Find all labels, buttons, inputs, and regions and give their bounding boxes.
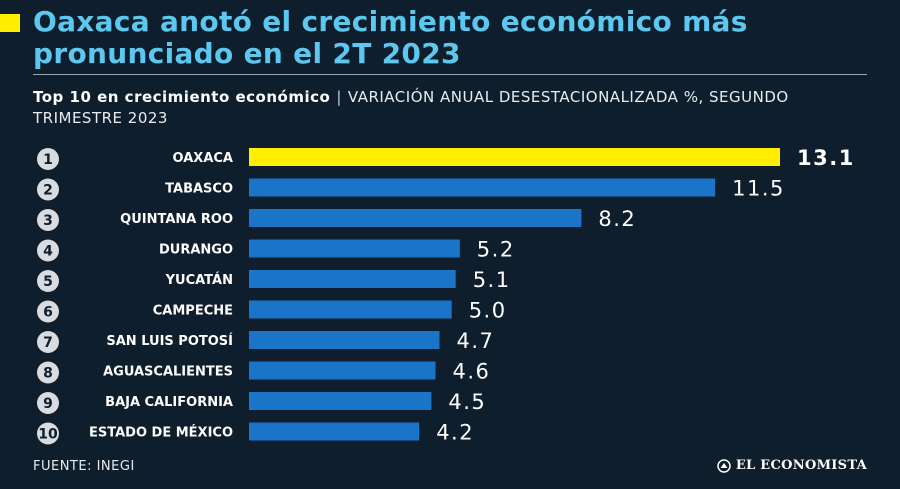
bar bbox=[249, 422, 420, 441]
rank-badge bbox=[37, 392, 59, 414]
rank-badge bbox=[37, 209, 59, 231]
headline-accent-bar bbox=[0, 14, 20, 32]
value-label: 5.1 bbox=[473, 268, 511, 292]
rank-badge bbox=[37, 300, 59, 323]
brand-name: EL ECONOMISTA bbox=[735, 458, 867, 473]
rank-number: 4 bbox=[43, 244, 53, 260]
value-label: 5.0 bbox=[469, 299, 507, 323]
bar bbox=[249, 361, 436, 380]
source-note: FUENTE: INEGI bbox=[33, 459, 135, 474]
rank-number: 1 bbox=[43, 152, 53, 168]
bar bbox=[249, 392, 432, 410]
rank-badge bbox=[37, 331, 59, 353]
value-label: 4.7 bbox=[457, 329, 495, 353]
rank-badge bbox=[37, 361, 59, 384]
value-label: 4.2 bbox=[436, 421, 474, 445]
category-label: ESTADO DE MÉXICO bbox=[89, 425, 233, 441]
rank-number: 2 bbox=[43, 183, 53, 199]
rank-number: 5 bbox=[43, 274, 53, 290]
rank-badge bbox=[37, 148, 59, 170]
chart-description: VARIACIÓN ANUAL DESESTACIONALIZADA %, SE… bbox=[33, 88, 789, 127]
category-label: SAN LUIS POTOSÍ bbox=[106, 333, 233, 349]
subtitle-separator: | bbox=[336, 88, 342, 106]
category-label: QUINTANA ROO bbox=[120, 212, 233, 227]
headline-divider bbox=[33, 74, 867, 75]
rank-badge bbox=[37, 178, 59, 201]
rank-badge bbox=[37, 270, 59, 292]
category-label: YUCATÁN bbox=[165, 272, 233, 288]
category-label: DURANGO bbox=[159, 243, 233, 258]
rank-number: 3 bbox=[43, 213, 53, 229]
rank-number: 7 bbox=[43, 335, 53, 351]
value-label: 8.2 bbox=[598, 207, 636, 231]
brand-logo: EL ECONOMISTA bbox=[717, 458, 867, 473]
rank-number: 10 bbox=[38, 427, 58, 443]
brand-icon bbox=[717, 458, 731, 473]
category-label: BAJA CALIFORNIA bbox=[105, 395, 233, 410]
bar bbox=[249, 209, 582, 227]
rank-number: 6 bbox=[43, 305, 53, 321]
value-label: 4.6 bbox=[453, 360, 491, 384]
chart-title: Top 10 en crecimiento económico bbox=[33, 88, 331, 106]
value-label: 5.2 bbox=[477, 238, 515, 262]
rank-badge bbox=[37, 239, 59, 262]
rank-number: 8 bbox=[43, 366, 53, 382]
rank-badge bbox=[37, 422, 59, 445]
bar bbox=[249, 178, 716, 197]
rank-number: 9 bbox=[43, 396, 53, 412]
category-label: AGUASCALIENTES bbox=[103, 365, 233, 380]
bar bbox=[249, 331, 440, 349]
value-label: 4.5 bbox=[448, 390, 486, 414]
category-label: OAXACA bbox=[173, 151, 233, 166]
bar bbox=[249, 239, 460, 258]
category-label: CAMPECHE bbox=[153, 304, 233, 319]
chart-subtitle: Top 10 en crecimiento económico | VARIACIÓ… bbox=[33, 87, 853, 129]
bar bbox=[249, 300, 452, 319]
bar bbox=[249, 270, 456, 288]
value-label: 11.5 bbox=[732, 177, 785, 201]
value-label: 13.1 bbox=[797, 146, 855, 170]
bar-highlighted bbox=[249, 148, 780, 166]
headline: Oaxaca anotó el crecimiento económico má… bbox=[33, 5, 748, 70]
category-label: TABASCO bbox=[165, 182, 233, 197]
